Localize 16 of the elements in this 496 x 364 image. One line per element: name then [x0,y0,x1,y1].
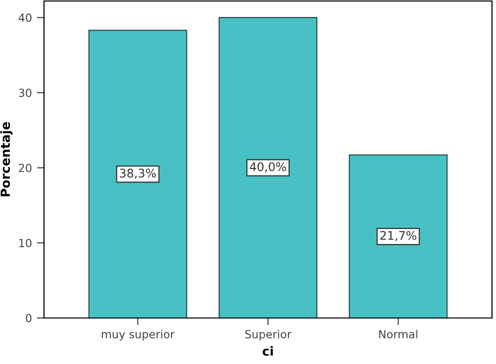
y-tick-label: 0 [26,314,32,322]
data-label: 40,0% [250,162,286,172]
bar [88,30,188,318]
y-tick-label: 20 [18,164,32,172]
x-axis-title: ci [262,346,273,356]
x-tick-label: Normal [379,330,418,338]
y-tick-label: 40 [18,14,32,22]
y-axis-title: Porcentaje [0,122,12,196]
data-label: 38,3% [120,168,156,179]
bar [348,154,448,318]
bar [218,16,318,318]
y-tick-label: 10 [19,238,32,248]
x-tick-label: muy superior [102,330,175,341]
x-tick-label: Superior [245,330,292,341]
y-tick-label: 30 [18,88,32,98]
data-label: 21,7% [380,230,416,242]
